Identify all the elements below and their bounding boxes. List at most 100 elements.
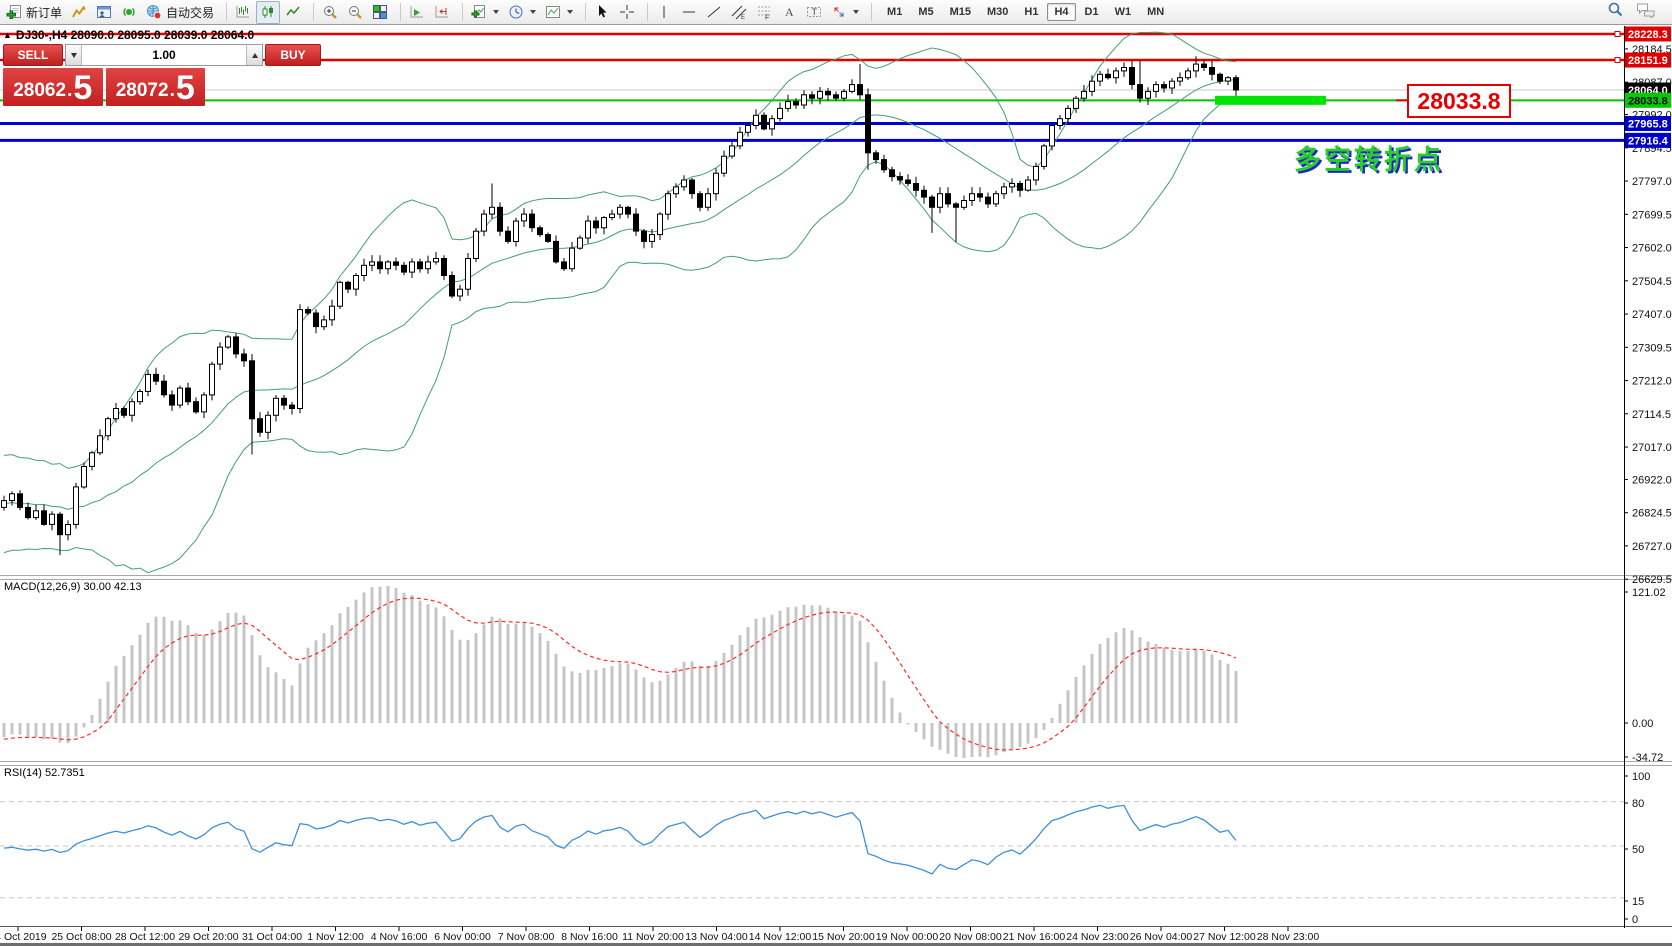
buy-button[interactable]: BUY <box>265 44 321 66</box>
macd-pane[interactable] <box>2 586 1238 758</box>
timeframe-m15[interactable]: M15 <box>949 6 971 18</box>
crosshair-icon <box>619 4 635 20</box>
chat-button[interactable] <box>1636 1 1656 23</box>
data-window-button[interactable] <box>92 1 116 24</box>
data-window-icon <box>96 4 112 20</box>
toolbar-right-group <box>1607 1 1656 23</box>
toolbar-separator <box>578 3 587 21</box>
search-button[interactable] <box>1607 1 1624 23</box>
arrows-dropdown[interactable] <box>827 1 863 24</box>
toolbar-separator <box>455 3 464 21</box>
macd-indicator-label: MACD(12,26,9) 30.00 42.13 <box>4 581 142 593</box>
toolbar-separator <box>306 3 315 21</box>
toolbar-separator <box>640 3 649 21</box>
triangle-down-icon <box>70 52 77 58</box>
fibonacci-tool[interactable]: F <box>752 1 776 24</box>
auto-scroll-button[interactable] <box>405 1 429 24</box>
svg-text:28033.8: 28033.8 <box>1628 95 1668 107</box>
chevron-down-icon <box>567 10 574 14</box>
svg-text:27916.4: 27916.4 <box>1628 135 1669 147</box>
chart-line-button[interactable] <box>281 1 305 24</box>
chart-candles-button[interactable] <box>256 0 281 24</box>
template-chart-icon <box>545 4 561 20</box>
signals-button[interactable] <box>117 1 141 24</box>
zoom-out-button[interactable] <box>343 1 367 24</box>
horizontal-line-tool[interactable] <box>677 1 701 24</box>
zoom-in-button[interactable] <box>318 1 342 24</box>
timeframe-m30[interactable]: M30 <box>987 6 1009 18</box>
equidistant-channel-tool[interactable]: E <box>727 1 751 24</box>
buy-price[interactable]: 28072 . 5 <box>105 68 205 106</box>
svg-text:15 Nov 20:00: 15 Nov 20:00 <box>812 931 875 943</box>
chart-bars-button[interactable] <box>231 1 255 24</box>
sell-button[interactable]: SELL <box>3 44 63 66</box>
svg-text:26629.5: 26629.5 <box>1632 574 1672 586</box>
fibonacci-icon: F <box>756 4 772 20</box>
chevron-down-icon <box>493 10 500 14</box>
svg-text:19 Nov 00:00: 19 Nov 00:00 <box>876 931 939 943</box>
toolbar-separator <box>864 3 873 21</box>
templates-dropdown[interactable] <box>541 1 577 24</box>
svg-text:26727.0: 26727.0 <box>1632 541 1672 553</box>
svg-text:15: 15 <box>1632 896 1644 908</box>
timeframe-group: M1 M5 M15 M30 H1 H4 D1 W1 MN <box>880 3 1171 21</box>
svg-text:27 Nov 12:00: 27 Nov 12:00 <box>1193 931 1256 943</box>
tile-windows-button[interactable] <box>368 1 392 24</box>
toolbar-separator <box>219 3 228 21</box>
vertical-line-tool[interactable] <box>652 1 676 24</box>
market-watch-button[interactable] <box>67 1 91 24</box>
tile-windows-icon <box>372 4 388 20</box>
line-chart-icon <box>285 4 301 20</box>
auto-scroll-icon <box>409 4 425 20</box>
rsi-pane[interactable] <box>0 801 1624 899</box>
trendline-icon <box>706 4 722 20</box>
price-callout-label[interactable]: 28033.8 <box>1407 84 1511 118</box>
chevron-down-icon <box>530 10 537 14</box>
svg-text:50: 50 <box>1632 844 1644 856</box>
timeframe-m1[interactable]: M1 <box>887 6 903 18</box>
volume-increase-button[interactable] <box>246 45 262 65</box>
cursor-button[interactable] <box>590 1 614 24</box>
timeframe-h4[interactable]: H4 <box>1047 3 1076 21</box>
zoom-out-icon <box>347 4 363 20</box>
crosshair-button[interactable] <box>615 1 639 24</box>
trendline-tool[interactable] <box>702 1 726 24</box>
volume-decrease-button[interactable] <box>66 45 82 65</box>
auto-trading-label: 自动交易 <box>166 5 215 20</box>
chart-shift-button[interactable] <box>430 1 454 24</box>
svg-text:26824.5: 26824.5 <box>1632 508 1672 520</box>
sell-price-int: 28062 <box>13 80 67 101</box>
sell-price-frac: 5 <box>73 69 93 108</box>
toolbar-separator <box>393 3 402 21</box>
new-order-button[interactable]: 新订单 <box>2 1 66 24</box>
timeframe-w1[interactable]: W1 <box>1114 6 1132 18</box>
svg-text:27407.0: 27407.0 <box>1632 309 1672 321</box>
svg-text:27699.5: 27699.5 <box>1632 209 1672 221</box>
svg-text:0.00: 0.00 <box>1632 718 1653 730</box>
timeframe-m5[interactable]: M5 <box>918 6 934 18</box>
new-chart-dropdown[interactable] <box>467 1 503 24</box>
sell-price[interactable]: 28062 . 5 <box>3 68 103 106</box>
buy-price-int: 28072 <box>115 80 169 101</box>
label-tool[interactable]: T <box>802 1 826 24</box>
svg-text:28 Oct 12:00: 28 Oct 12:00 <box>115 931 175 943</box>
price-axis[interactable]: 28184.528087.027992.027894.527797.027699… <box>1624 26 1672 927</box>
text-tool[interactable]: A <box>777 1 801 24</box>
history-dropdown[interactable] <box>504 1 540 24</box>
turning-point-annotation: 多空转折点 <box>1294 145 1444 175</box>
candlestick-icon <box>260 4 276 20</box>
svg-text:14 Nov 12:00: 14 Nov 12:00 <box>749 931 812 943</box>
equidistant-channel-icon: E <box>731 4 747 20</box>
svg-text:28 Nov 23:00: 28 Nov 23:00 <box>1257 931 1320 943</box>
timeframe-h1[interactable]: H1 <box>1024 6 1039 18</box>
cursor-icon <box>594 4 610 20</box>
svg-text:80: 80 <box>1632 798 1644 810</box>
timeframe-d1[interactable]: D1 <box>1084 6 1099 18</box>
zoom-in-icon <box>322 4 338 20</box>
auto-trading-button[interactable]: 自动交易 <box>142 1 218 24</box>
volume-input[interactable] <box>82 45 246 65</box>
timeframe-mn[interactable]: MN <box>1147 6 1165 18</box>
main-price-pane[interactable] <box>0 31 1624 574</box>
